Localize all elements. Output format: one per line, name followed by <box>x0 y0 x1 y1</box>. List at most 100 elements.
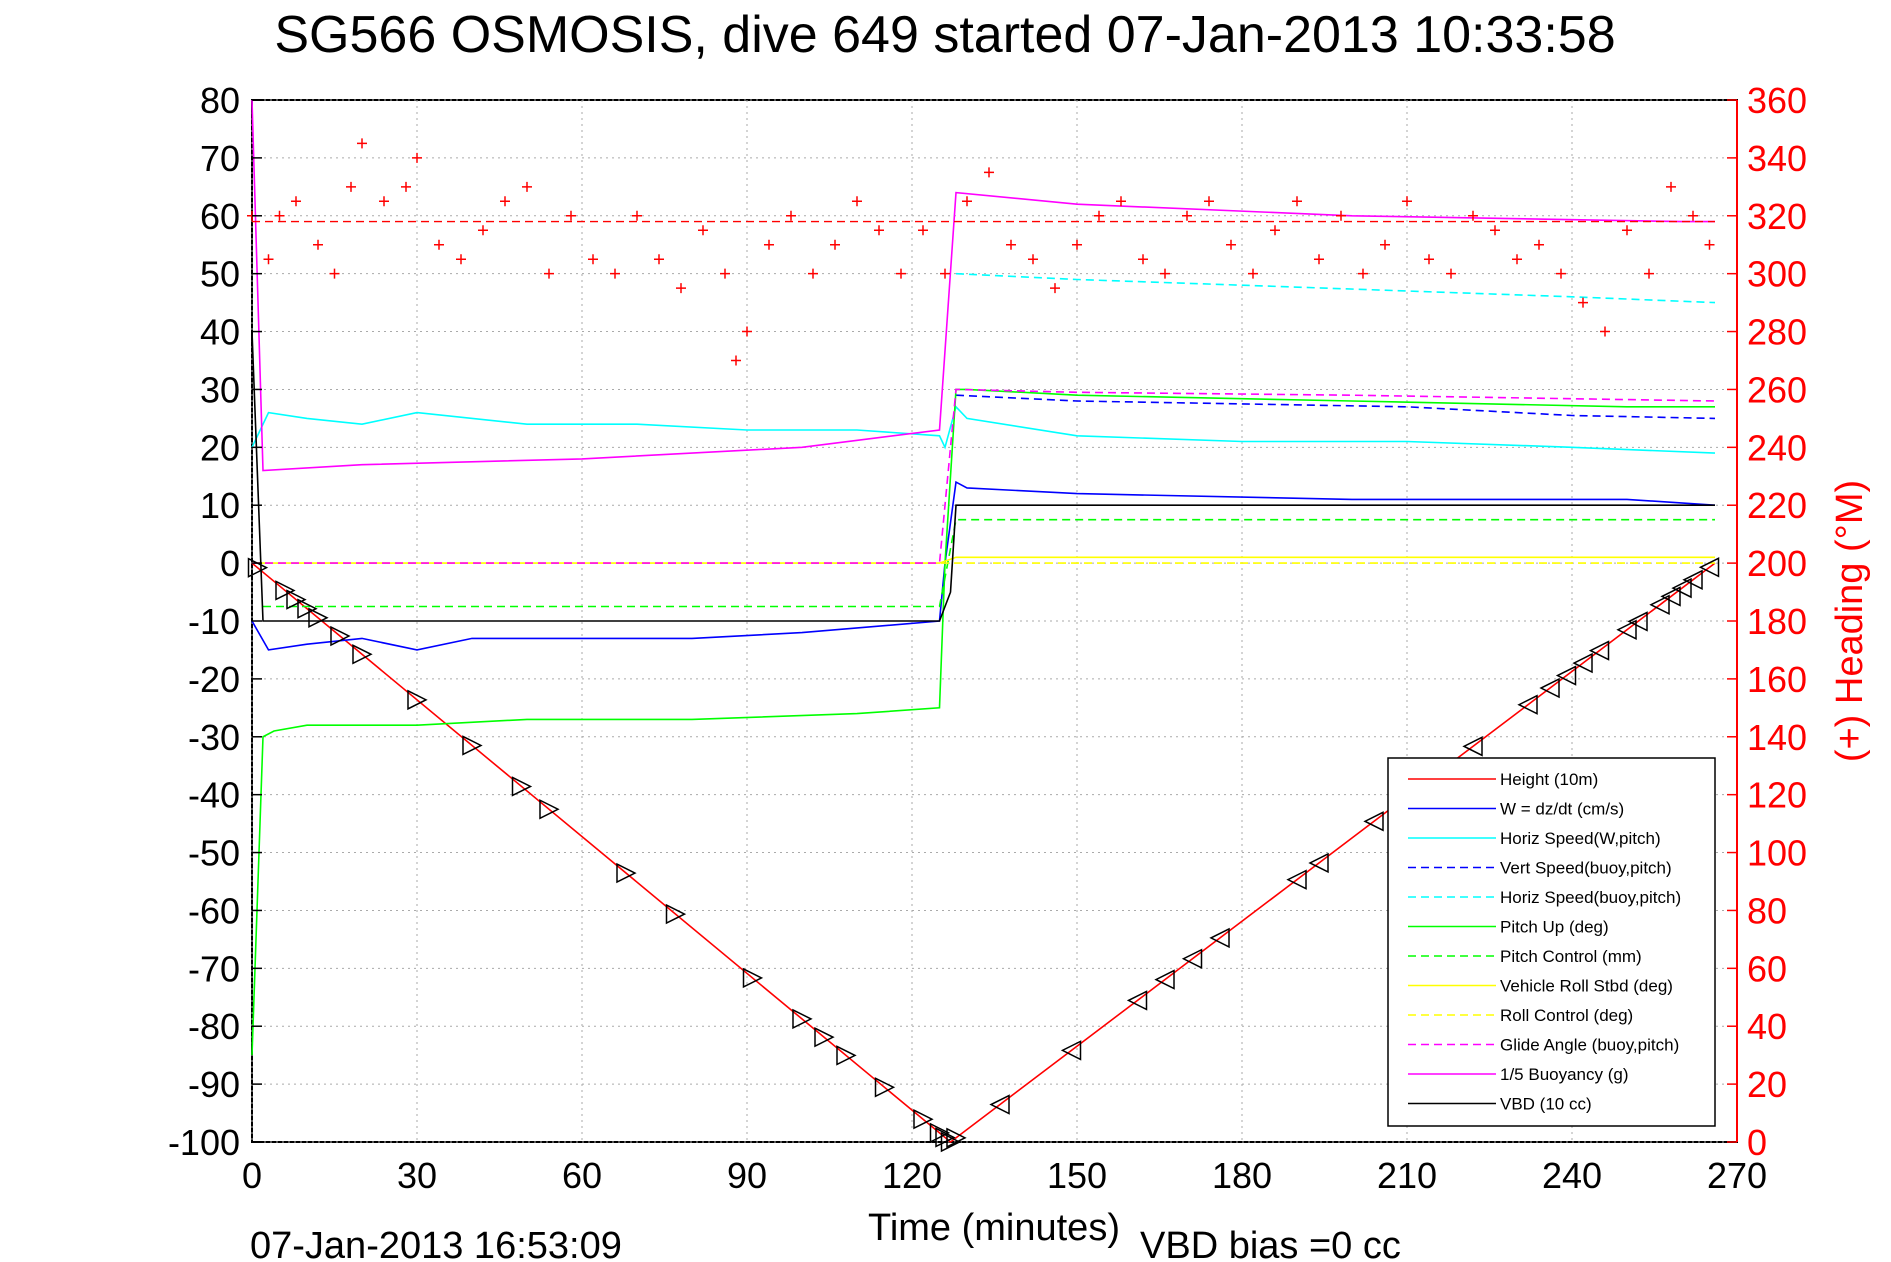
y-right-tick-label: 160 <box>1747 659 1807 700</box>
x-tick-label: 240 <box>1542 1155 1602 1196</box>
heading-point <box>1336 210 1346 221</box>
y-right-tick-label: 20 <box>1747 1064 1787 1105</box>
y-tick-label: 70 <box>200 138 240 179</box>
series-line-10 <box>251 99 1715 472</box>
depth-marker <box>1517 694 1538 715</box>
x-axis-label: Time (minutes) <box>868 1207 1120 1249</box>
heading-point <box>610 268 620 279</box>
heading-point <box>940 268 950 279</box>
y-tick-label: -90 <box>188 1064 240 1105</box>
legend-label: Glide Angle (buoy,pitch) <box>1500 1036 1679 1055</box>
heading-point <box>500 196 510 207</box>
depth-marker <box>874 1077 896 1098</box>
heading-point <box>852 196 862 207</box>
depth-marker <box>989 1094 1010 1115</box>
y-right-tick-label: 140 <box>1747 717 1807 758</box>
depth-marker <box>1181 948 1203 969</box>
legend-label: VBD (10 cc) <box>1500 1095 1592 1114</box>
axis-ticks: 0 30 60 90 120 150 180 210 240 270 80 70 60 50 40 30 20 1… <box>168 80 1807 1196</box>
heading-point <box>1138 254 1148 265</box>
y-tick-label: -80 <box>188 1006 240 1047</box>
legend-label: W = dz/dt (cm/s) <box>1500 800 1624 819</box>
heading-point <box>896 268 906 279</box>
legend-label: Vert Speed(buoy,pitch) <box>1500 859 1672 878</box>
heading-point <box>1248 268 1258 279</box>
depth-marker <box>511 776 533 797</box>
heading-point <box>1556 268 1566 279</box>
y-tick-label: -70 <box>188 948 240 989</box>
y-right-tick-label: 200 <box>1747 543 1807 584</box>
heading-point <box>918 225 928 236</box>
x-tick-label: 270 <box>1707 1155 1767 1196</box>
heading-point <box>401 181 411 192</box>
depth-marker <box>836 1045 857 1066</box>
legend-label: Pitch Up (deg) <box>1500 918 1609 937</box>
heading-point <box>1160 268 1170 279</box>
depth-marker <box>308 607 329 629</box>
heading-point <box>1512 254 1522 265</box>
x-tick-label: 180 <box>1212 1155 1272 1196</box>
x-tick-label: 210 <box>1377 1155 1437 1196</box>
heading-point <box>313 239 323 250</box>
depth-marker <box>946 1127 967 1149</box>
heading-point <box>588 254 598 265</box>
series-line-2 <box>251 405 1716 454</box>
y-tick-label: -30 <box>188 717 240 758</box>
depth-marker <box>297 598 318 619</box>
y-tick-label: 30 <box>200 369 240 410</box>
y-tick-label: 40 <box>200 312 240 353</box>
heading-point <box>1204 196 1214 207</box>
y-right-tick-label: 40 <box>1747 1006 1787 1047</box>
heading-point <box>346 181 356 192</box>
heading-point <box>1116 196 1126 207</box>
heading-point <box>379 196 389 207</box>
y-right-tick-label: 60 <box>1747 948 1787 989</box>
heading-point <box>1050 283 1060 294</box>
heading-point <box>1380 239 1390 250</box>
heading-point <box>1622 225 1632 236</box>
heading-point <box>478 225 488 236</box>
x-tick-label: 0 <box>242 1155 262 1196</box>
y-tick-label: 20 <box>200 427 240 468</box>
heading-point <box>1006 239 1016 250</box>
legend-label: Vehicle Roll Stbd (deg) <box>1500 977 1673 996</box>
y-tick-label: -40 <box>188 775 240 816</box>
legend-box <box>1387 757 1716 1127</box>
heading-point <box>1468 210 1478 221</box>
depth-marker <box>935 1127 956 1148</box>
footer-vbd-bias: VBD bias =0 cc <box>1140 1225 1401 1262</box>
y-right-tick-label: 340 <box>1747 138 1807 179</box>
heading-point <box>632 210 642 221</box>
legend-entries: Height (10m) W = dz/dt (cm/s) Horiz Speed(… <box>1408 770 1681 1114</box>
y-right-tick-label: 320 <box>1747 196 1807 237</box>
heading-point <box>274 210 285 221</box>
heading-point <box>1072 239 1082 250</box>
heading-point <box>1358 268 1368 279</box>
legend-label: Horiz Speed(W,pitch) <box>1500 829 1661 848</box>
heading-point <box>291 196 301 207</box>
heading-point <box>1688 210 1698 221</box>
y-right-tick-label: 120 <box>1747 775 1807 816</box>
depth-marker <box>913 1108 934 1130</box>
heading-point <box>720 268 730 279</box>
series-line-11 <box>251 331 1715 622</box>
series-line-3 <box>955 394 1716 420</box>
heading-point <box>1028 254 1038 265</box>
y-right-tick-label: 220 <box>1747 485 1807 526</box>
y-tick-label: 50 <box>200 254 240 295</box>
depth-marker <box>352 644 373 665</box>
depth-marker <box>539 799 560 820</box>
y-tick-label: -60 <box>188 890 240 931</box>
footer-timestamp: 07-Jan-2013 16:53:09 <box>250 1225 622 1262</box>
depth-marker <box>462 735 483 756</box>
depth-marker <box>407 689 428 711</box>
y-tick-label: -100 <box>168 1122 240 1163</box>
heading-point <box>1314 254 1324 265</box>
heading-point <box>1270 225 1280 236</box>
depth-marker <box>1209 927 1230 949</box>
y-right-tick-label: 300 <box>1747 254 1807 295</box>
y-right-tick-label: 80 <box>1747 890 1787 931</box>
depth-marker <box>929 1122 951 1144</box>
legend-label: 1/5 Buoyancy (g) <box>1500 1065 1629 1084</box>
heading-point <box>698 225 708 236</box>
